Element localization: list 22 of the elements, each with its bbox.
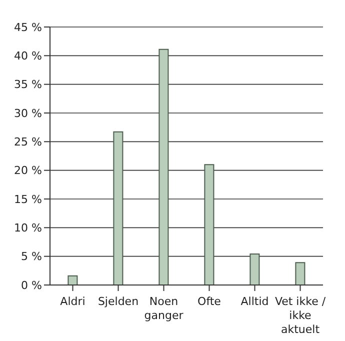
x-tick-label: Sjelden — [98, 295, 139, 308]
x-tick-label: Vet ikke / ikke aktuelt — [274, 295, 326, 336]
y-tick-label: 0 % — [21, 278, 42, 292]
y-tick-label: 15 % — [14, 192, 42, 206]
y-tick-label: 10 % — [14, 222, 42, 235]
x-tick-label: Noen ganger — [144, 295, 184, 322]
y-tick-label: 25 % — [14, 136, 42, 149]
bar — [250, 254, 260, 285]
bar — [113, 131, 124, 285]
x-tick-label: Alltid — [240, 295, 269, 308]
bar — [204, 164, 214, 285]
x-tick-label: Aldri — [60, 295, 86, 308]
y-tick-label: 5 % — [21, 250, 42, 264]
y-tick-label: 35 % — [14, 78, 42, 92]
bar — [158, 48, 169, 285]
y-tick-label: 45 % — [14, 20, 42, 34]
bar — [68, 275, 78, 285]
y-tick-label: 20 % — [14, 164, 42, 178]
bar — [295, 262, 306, 285]
y-tick-label: 40 % — [14, 50, 42, 63]
x-tick-label: Ofte — [198, 295, 222, 308]
y-tick-label: 30 % — [14, 106, 42, 120]
